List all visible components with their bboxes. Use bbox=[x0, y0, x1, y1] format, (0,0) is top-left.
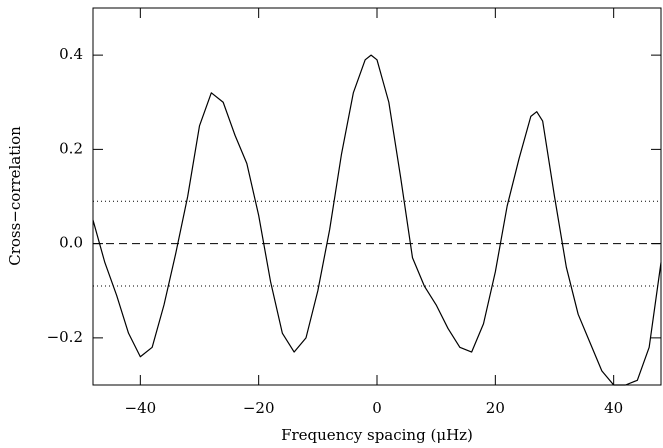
y-tick-label: −0.2 bbox=[47, 328, 83, 346]
x-tick-label: −40 bbox=[125, 399, 157, 417]
y-tick-label: 0.4 bbox=[59, 45, 83, 63]
x-tick-label: −20 bbox=[243, 399, 275, 417]
x-tick-label: 0 bbox=[372, 399, 382, 417]
y-tick-label: 0.2 bbox=[59, 139, 83, 157]
x-tick-label: 40 bbox=[604, 399, 623, 417]
x-axis-label: Frequency spacing (μHz) bbox=[281, 426, 473, 444]
data-line bbox=[92, 54, 662, 386]
x-tick-label: 20 bbox=[486, 399, 505, 417]
y-tick-label: 0.0 bbox=[59, 234, 83, 252]
plot-frame bbox=[92, 7, 662, 386]
y-axis-label: Cross−correlation bbox=[6, 126, 24, 266]
